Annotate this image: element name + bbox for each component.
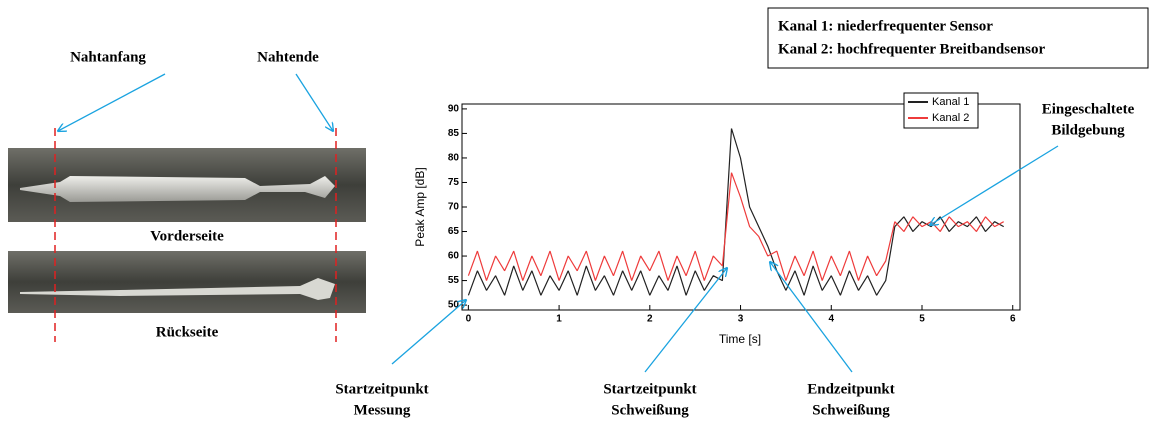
info-text: Kanal 1: niederfrequenter Sensor: [778, 18, 993, 34]
legend-box: [903, 92, 979, 129]
y-tick-label: 85: [448, 128, 460, 139]
back-plate: [8, 251, 366, 313]
x-tick-label: 2: [647, 314, 653, 325]
plot: 0 1 2 3 4 5 6 50 55 60 65 70 75 80 85 90 Kanal 1 Kanal 2: [448, 92, 1021, 325]
y-tick-label: 60: [448, 251, 460, 262]
legend-label: Kanal 2: [932, 112, 969, 124]
plot-frame: [461, 103, 1021, 311]
x-tick-label: 1: [556, 314, 562, 325]
series-line: [467, 172, 1004, 281]
annotation: Endzeitpunkt: [807, 381, 895, 397]
x-axis-label: Time [s]: [719, 332, 761, 346]
y-tick-label: 80: [448, 153, 460, 164]
x-tick-label: 0: [466, 314, 472, 325]
label: Rückseite: [156, 324, 219, 340]
label: Vorderseite: [150, 228, 224, 244]
y-tick-label: 55: [448, 275, 460, 286]
x-tick-label: 6: [1010, 314, 1016, 325]
y-axis-label: Peak Amp [dB]: [413, 167, 427, 246]
legend-label: Kanal 1: [932, 96, 969, 108]
arrow: [58, 73, 166, 131]
annotation: Bildgebung: [1051, 122, 1125, 138]
arrow: [295, 73, 333, 131]
label: Nahtanfang: [70, 49, 146, 65]
info-text: Kanal 2: hochfrequenter Breitbandsensor: [778, 41, 1045, 57]
back-bead: [20, 278, 335, 300]
x-tick-label: 4: [828, 314, 834, 325]
y-tick-label: 75: [448, 177, 460, 188]
annotation-arrow: [770, 262, 853, 373]
y-tick-label: 50: [448, 300, 460, 311]
x-tick-label: 3: [738, 314, 744, 325]
weld-photo: Nahtanfang Nahtende Vorderseite Rückseit…: [8, 49, 366, 342]
annotation: Schweißung: [611, 402, 689, 418]
annotation: Messung: [354, 402, 411, 418]
front-bead: [20, 176, 335, 202]
annotation: Startzeitpunkt: [603, 381, 696, 397]
x-tick-label: 5: [919, 314, 925, 325]
series-line: [467, 128, 1004, 296]
annotation-arrow: [930, 145, 1059, 225]
annotation: Schweißung: [812, 402, 890, 418]
label: Nahtende: [257, 49, 319, 65]
annotation-arrow: [644, 268, 727, 373]
annotation: Startzeitpunkt: [335, 381, 428, 397]
annotation: Eingeschaltete: [1042, 101, 1135, 117]
info-box: [767, 7, 1149, 69]
annotation-arrow: [391, 300, 466, 365]
y-tick-label: 90: [448, 104, 460, 115]
y-tick-label: 65: [448, 226, 460, 237]
y-tick-label: 70: [448, 202, 460, 213]
